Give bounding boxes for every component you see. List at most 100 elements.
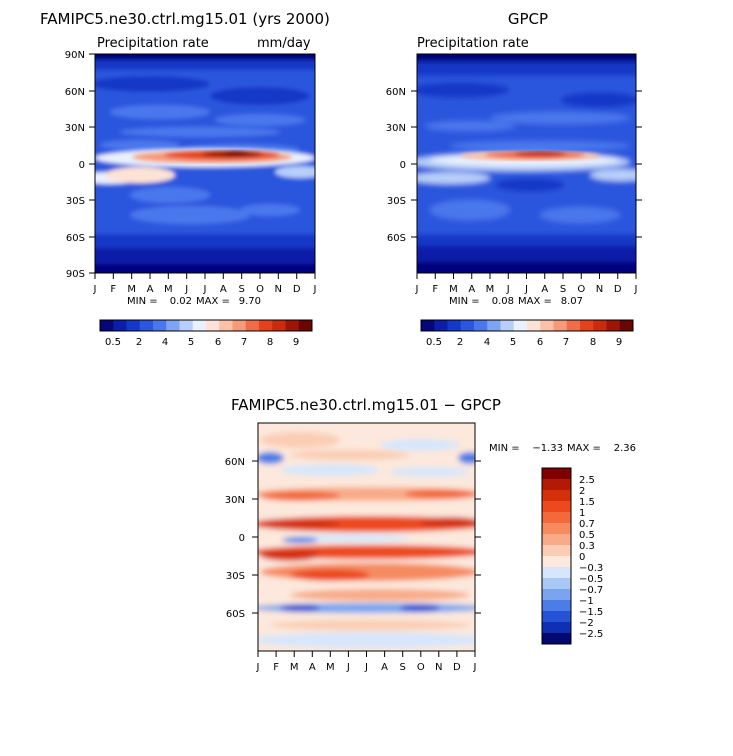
colorbar-label: 0.7 (579, 519, 595, 530)
model-y-ticks (89, 53, 95, 274)
colorbar-swatch (527, 320, 541, 331)
colorbar-label: 0.5 (426, 337, 442, 348)
colorbar-swatch (542, 622, 571, 634)
gpcp-min-max: MIN = 0.08 MAX = 8.07 (449, 296, 583, 307)
colorbar-label: 2 (579, 486, 585, 497)
colorbar-label: 1.5 (579, 497, 595, 508)
y-label: 60N (65, 87, 85, 98)
colorbar-swatch (542, 468, 571, 480)
colorbar-swatch (139, 320, 154, 331)
month-label: J (473, 662, 477, 673)
colorbar-swatch (542, 490, 571, 502)
y-label: 0 (239, 533, 245, 544)
colorbar-label: 0.5 (579, 530, 595, 541)
max-label: MAX = (518, 296, 552, 307)
month-label: J (93, 284, 97, 295)
gpcp-precip-field (417, 54, 636, 273)
colorbar-label: 4 (162, 337, 168, 348)
max-value: 9.70 (239, 296, 261, 307)
colorbar-label: 2 (457, 337, 463, 348)
model-min-max: MIN = 0.02 MAX = 9.70 (127, 296, 261, 307)
month-label: N (435, 662, 442, 673)
y-label: 30N (65, 123, 85, 134)
y-label: 60S (226, 609, 245, 620)
model-panel: FAMIPC5.ne30.ctrl.mg15.01 (yrs 2000) Pre… (40, 10, 330, 348)
colorbar-swatch (245, 320, 260, 331)
y-label: 30S (66, 196, 85, 207)
colorbar-label: −0.3 (579, 563, 603, 574)
colorbar-swatch (542, 611, 571, 623)
month-label: A (381, 662, 388, 673)
colorbar-swatch (100, 320, 114, 331)
diff-min-max: MIN = −1.33 MAX = 2.36 (489, 443, 636, 454)
colorbar-swatch (513, 320, 528, 331)
y-label: 0 (400, 160, 406, 171)
y-label: 90N (65, 50, 85, 61)
min-label: MIN = (449, 296, 480, 307)
y-label: 90S (66, 269, 85, 280)
month-label: J (634, 284, 638, 295)
gpcp-panel: GPCP Precipitation rate (386, 10, 642, 348)
max-label: MAX = (567, 443, 601, 454)
colorbar-swatch (542, 556, 571, 568)
y-label: 60N (386, 87, 406, 98)
diff-field (258, 423, 475, 651)
min-label: MIN = (127, 296, 158, 307)
month-label: J (256, 662, 260, 673)
gpcp-colorbar (420, 319, 634, 332)
colorbar-swatch (542, 534, 571, 546)
max-label: MAX = (196, 296, 230, 307)
y-label: 60S (387, 233, 406, 244)
colorbar-swatch (206, 320, 220, 331)
colorbar-label: 2 (136, 337, 142, 348)
month-label: M (127, 284, 136, 295)
month-label: S (400, 662, 406, 673)
colorbar-swatch (619, 320, 634, 331)
colorbar-label: −1 (579, 596, 594, 607)
min-value: 0.02 (170, 296, 192, 307)
diff-colorbar (541, 467, 572, 645)
model-y-labels: 90N 60N 30N 0 30S 60S 90S (65, 50, 85, 280)
month-label: M (449, 284, 458, 295)
colorbar-label: 7 (563, 337, 569, 348)
month-label: M (164, 284, 173, 295)
colorbar-swatch (474, 320, 488, 331)
max-value: 8.07 (561, 296, 583, 307)
colorbar-swatch (542, 567, 571, 579)
colorbar-swatch (606, 320, 621, 331)
colorbar-swatch (542, 501, 571, 513)
gpcp-panel-subtitle: Precipitation rate (417, 36, 529, 51)
colorbar-swatch (166, 320, 180, 331)
colorbar-swatch (542, 578, 571, 590)
colorbar-swatch (113, 320, 127, 331)
colorbar-label: 6 (215, 337, 221, 348)
model-x-labels: J F M A M J J A S O N D J (93, 284, 317, 295)
colorbar-label: 8 (267, 337, 273, 348)
diff-y-ticks (252, 460, 481, 614)
model-panel-subtitle: Precipitation rate (97, 36, 209, 51)
colorbar-swatch (500, 320, 515, 331)
month-label: J (313, 284, 317, 295)
month-label: F (110, 284, 116, 295)
colorbar-swatch (542, 523, 571, 535)
colorbar-swatch (580, 320, 594, 331)
colorbar-label: 9 (616, 337, 622, 348)
y-label: 30N (386, 123, 406, 134)
month-label: J (346, 662, 350, 673)
colorbar-label: −0.5 (579, 574, 603, 585)
month-label: J (184, 284, 188, 295)
model-colorbar (99, 319, 313, 332)
diff-x-labels: J F M A M J J A S O N D J (256, 662, 477, 673)
month-label: N (596, 284, 603, 295)
gpcp-y-ticks (411, 90, 642, 238)
month-label: A (468, 284, 475, 295)
colorbar-swatch (447, 320, 462, 331)
model-colorbar-labels: 0.5 2 4 5 6 7 8 9 (105, 337, 299, 348)
y-label: 60N (225, 457, 245, 468)
diff-x-ticks (257, 651, 476, 657)
month-label: S (239, 284, 245, 295)
month-label: O (256, 284, 264, 295)
colorbar-swatch (540, 320, 554, 331)
colorbar-swatch (298, 320, 313, 331)
